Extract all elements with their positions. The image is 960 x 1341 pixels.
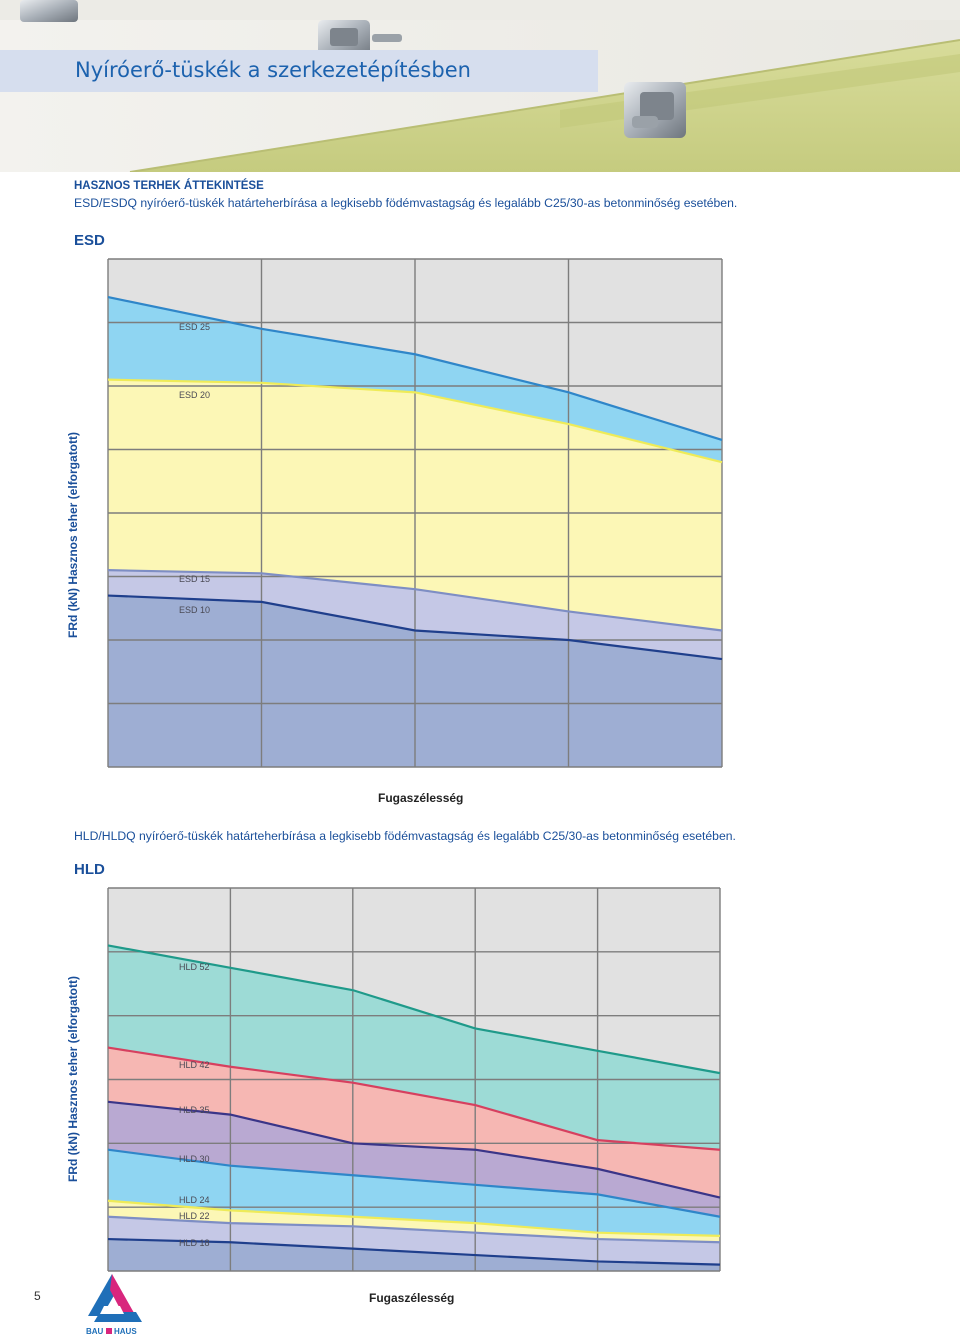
connector-2 [318, 20, 402, 58]
hld-area-hld-24 [108, 1200, 720, 1243]
esd-intro-text: ESD/ESDQ nyíróerő-tüskék határteherbírás… [74, 196, 738, 210]
hld-series-label-hld-30: HLD 30 [179, 1154, 210, 1164]
hld-area-hld-52 [108, 945, 720, 1150]
esd-chart-title: ESD [74, 232, 105, 249]
page-title: Nyíróerő-tüskék a szerkezetépítésben [75, 58, 471, 82]
connector-3 [624, 82, 686, 138]
esd-series-label-esd-20: ESD 20 [179, 390, 210, 400]
hld-x-axis-label: Fugaszélesség [369, 1291, 455, 1305]
hld-series-label-hld-42: HLD 42 [179, 1060, 210, 1070]
esd-line-esd-20 [107, 378, 723, 464]
hld-chart-title: HLD [74, 861, 105, 878]
hld-line-hld-35 [107, 1100, 721, 1199]
esd-series-label-esd-10: ESD 10 [179, 605, 210, 615]
hld-series-label-hld-18: HLD 18 [179, 1238, 210, 1248]
hld-series-label-hld-22: HLD 22 [179, 1211, 210, 1221]
hld-series-label-hld-24: HLD 24 [179, 1195, 210, 1205]
hld-intro-text: HLD/HLDQ nyíróerő-tüskék határteherbírás… [74, 829, 736, 843]
hld-line-hld-42 [107, 1046, 721, 1151]
esd-line-esd-25 [107, 296, 723, 442]
esd-series-label-esd-25: ESD 25 [179, 322, 210, 332]
esd-line-esd-15 [107, 569, 723, 632]
hld-area-hld-18 [108, 1239, 720, 1271]
hld-series-label-hld-35: HLD 35 [179, 1105, 210, 1115]
bau-haus-logo: BAU HAUS [80, 1270, 160, 1341]
svg-text:BAU: BAU [86, 1327, 104, 1336]
page-number: 5 [34, 1289, 41, 1303]
esd-series-label-esd-15: ESD 15 [179, 574, 210, 584]
hld-line-hld-30 [107, 1148, 721, 1218]
esd-line-esd-10 [107, 594, 723, 661]
connector-1 [20, 0, 78, 22]
svg-text:HAUS: HAUS [114, 1327, 137, 1336]
hld-y-axis-label: FRd (kN) Hasznos teher (elforgatott) [66, 975, 80, 1182]
hld-series-label-hld-52: HLD 52 [179, 962, 210, 972]
esd-x-axis-label: Fugaszélesség [378, 791, 464, 805]
section-heading: HASZNOS TERHEK ÁTTEKINTÉSE [74, 180, 264, 192]
hld-line-hld-24 [107, 1199, 721, 1237]
hld-line-hld-18 [107, 1237, 721, 1266]
hld-area-hld-35 [108, 1101, 720, 1217]
hld-area-hld-42 [108, 1047, 720, 1198]
hld-line-hld-22 [107, 1215, 721, 1244]
title-band [0, 50, 598, 92]
hld-line-hld-52 [107, 944, 721, 1075]
hld-area-hld-30 [108, 1149, 720, 1236]
hld-area-hld-22 [108, 1216, 720, 1265]
hero-photo: Nyíróerő-tüskék a szerkezetépítésben [0, 0, 960, 172]
